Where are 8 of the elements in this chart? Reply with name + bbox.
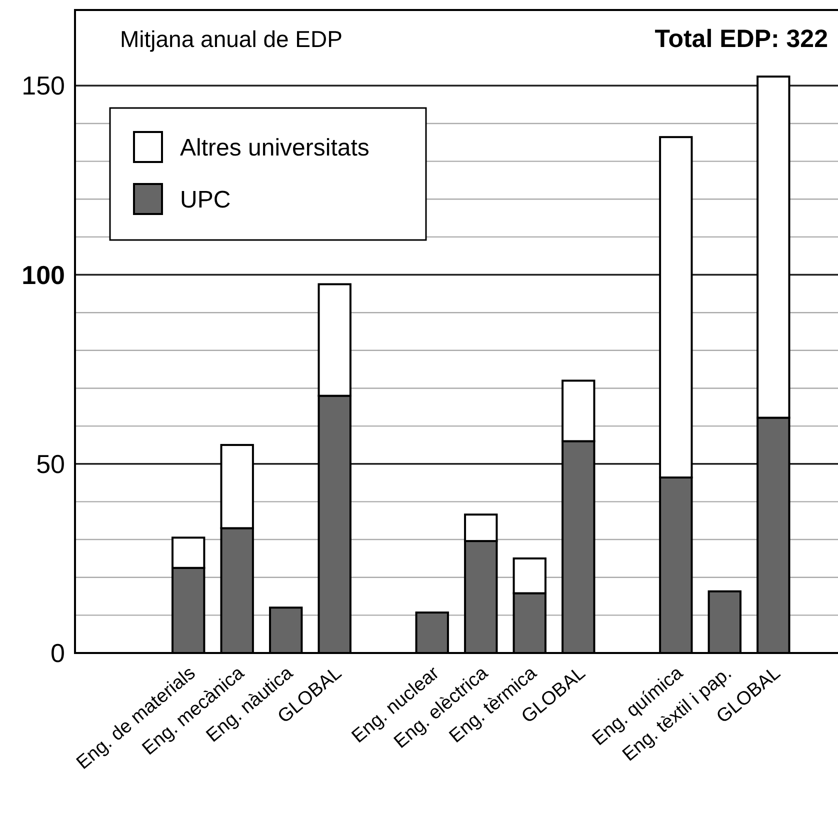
legend-label: Altres universitats (180, 134, 370, 162)
text: Mitjana anual de EDP (120, 26, 342, 52)
y-tick-label: 0 (50, 638, 65, 668)
y-tick-label: 100 (22, 260, 65, 290)
legend-label: UPC (180, 186, 231, 214)
annotation: Total EDP: 322 (654, 25, 828, 53)
y-tick-label: 50 (36, 448, 65, 479)
y-tick-label: 150 (22, 70, 65, 101)
